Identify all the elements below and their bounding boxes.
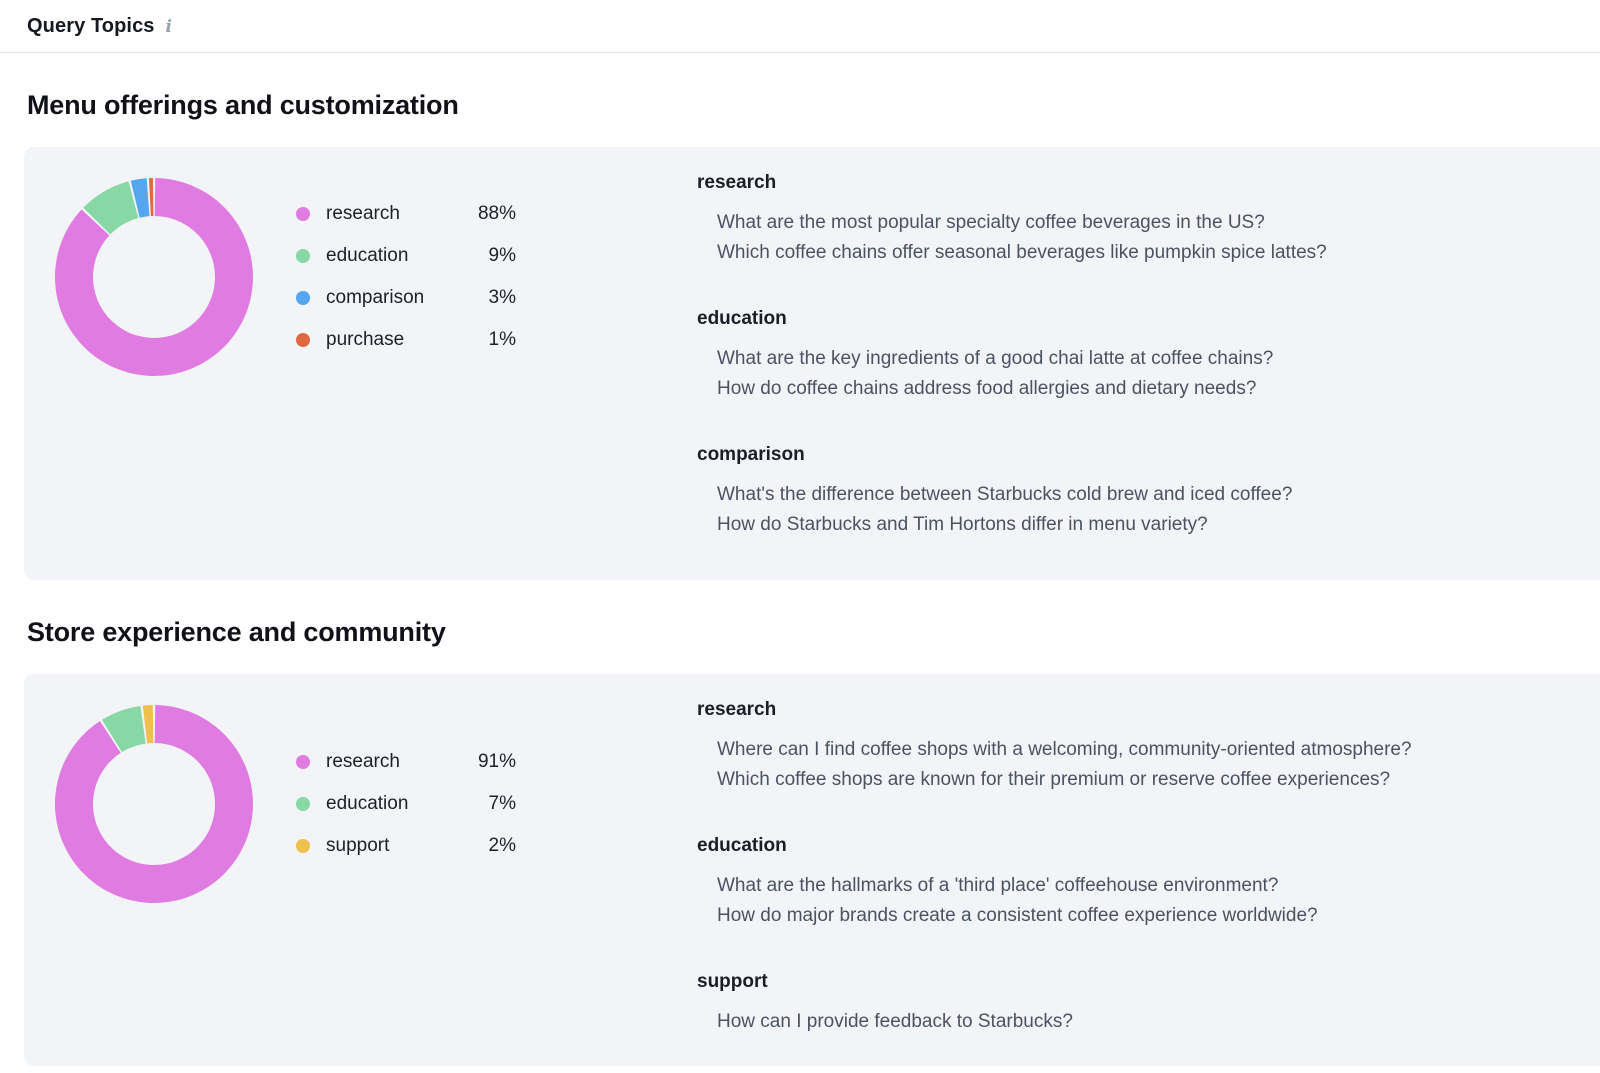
queries-column: research What are the most popular specia… (697, 172, 1574, 580)
legend-item: comparison 3% (296, 287, 516, 309)
donut-chart[interactable] (54, 177, 254, 377)
query-text: Where can I find coffee shops with a wel… (717, 739, 1412, 760)
legend-label: research (326, 203, 400, 224)
query-group: research Where can I find coffee shops wi… (697, 699, 1574, 794)
donut-segment-support[interactable] (142, 705, 154, 744)
topic-title: Store experience and community (27, 617, 446, 647)
info-icon[interactable]: i (165, 16, 172, 37)
legend-label: comparison (326, 287, 425, 308)
donut-segment-education[interactable] (101, 705, 146, 753)
query-text: Which coffee chains offer seasonal bever… (717, 241, 1327, 263)
legend-value: 91% (477, 751, 516, 772)
legend-color-dot (296, 291, 310, 305)
legend-value: 7% (488, 793, 516, 814)
legend-color-dot (296, 797, 310, 811)
query-group: education What are the hallmarks of a 'th… (697, 835, 1574, 930)
query-text: How can I provide feedback to Starbucks? (717, 1011, 1073, 1032)
chart-legend: research 91% education 7% support 2% (296, 751, 516, 857)
legend-value: 3% (488, 287, 516, 308)
legend-item: research 91% (296, 751, 516, 773)
query-text: How do coffee chains address food allerg… (717, 377, 1257, 399)
legend-color-dot (296, 207, 310, 221)
query-group-title: research (697, 699, 777, 720)
legend-label: education (326, 245, 409, 266)
query-text: How do major brands create a consistent … (717, 904, 1318, 926)
chart-legend: research 88% education 9% comparison 3% purcha… (296, 203, 516, 351)
topic-card: research 88% education 9% comparison 3% purcha… (24, 147, 1600, 580)
legend-item: research 88% (296, 203, 516, 225)
legend-label: purchase (326, 329, 405, 350)
legend-value: 2% (488, 835, 516, 856)
query-group-title: support (697, 971, 768, 992)
legend-color-dot (296, 755, 310, 769)
donut-segment-research[interactable] (54, 178, 253, 377)
query-group: research What are the most popular specia… (697, 172, 1574, 267)
query-group-title: education (697, 835, 787, 856)
query-group: comparison What's the difference between … (697, 444, 1574, 539)
query-text: Which coffee shops are known for their p… (717, 768, 1391, 790)
legend-color-dot (296, 333, 310, 347)
query-text: What's the difference between Starbucks … (717, 484, 1293, 505)
topic-section: Store experience and community research 9… (0, 617, 1600, 1066)
query-text: What are the key ingredients of a good c… (717, 348, 1274, 369)
donut-segment-purchase[interactable] (148, 178, 154, 217)
legend-value: 9% (488, 245, 516, 266)
legend-label: research (326, 751, 400, 772)
queries-column: research Where can I find coffee shops wi… (697, 699, 1574, 1066)
topic-section: Menu offerings and customization researc… (0, 90, 1600, 580)
donut-chart[interactable] (54, 704, 254, 904)
query-group-title: education (697, 308, 787, 329)
legend-label: education (326, 793, 409, 814)
query-text: What are the hallmarks of a 'third place… (717, 875, 1279, 896)
legend-item: purchase 1% (296, 329, 516, 351)
legend-item: education 9% (296, 245, 516, 267)
donut-segment-education[interactable] (83, 181, 139, 235)
query-text: How do Starbucks and Tim Hortons differ … (717, 513, 1208, 535)
legend-color-dot (296, 249, 310, 263)
panel-header: Query Topics i (0, 0, 1600, 53)
topic-card: research 91% education 7% support 2% research… (24, 674, 1600, 1066)
donut-segment-comparison[interactable] (130, 178, 150, 218)
query-group-title: research (697, 172, 777, 193)
legend-value: 88% (477, 203, 516, 224)
panel-title: Query Topics (27, 14, 155, 37)
query-text: What are the most popular specialty coff… (717, 212, 1265, 233)
chart-area: research 91% education 7% support 2% (54, 704, 516, 904)
legend-color-dot (296, 839, 310, 853)
query-group: support How can I provide feedback to Sta… (697, 971, 1574, 1037)
topics-list: Menu offerings and customization researc… (0, 90, 1600, 1066)
legend-item: support 2% (296, 835, 516, 857)
topic-title: Menu offerings and customization (27, 90, 459, 120)
query-group-title: comparison (697, 444, 805, 465)
legend-value: 1% (488, 329, 516, 350)
donut-segment-research[interactable] (54, 705, 253, 904)
legend-label: support (326, 835, 390, 856)
query-group: education What are the key ingredients of… (697, 308, 1574, 403)
legend-item: education 7% (296, 793, 516, 815)
chart-area: research 88% education 9% comparison 3% purcha… (54, 177, 516, 377)
